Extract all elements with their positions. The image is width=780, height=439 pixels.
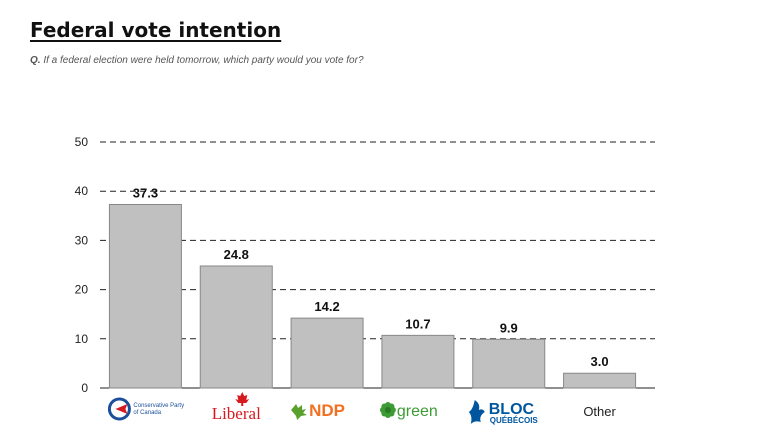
question-label: Q. bbox=[30, 55, 41, 66]
data-label: 14.2 bbox=[314, 299, 339, 314]
ndp-leaf-icon bbox=[291, 404, 308, 420]
other-label: Other bbox=[583, 404, 616, 419]
bar-4 bbox=[472, 338, 546, 389]
category-label-0: Conservative Party of Canada bbox=[107, 397, 184, 421]
ndp-label: NDP bbox=[309, 401, 345, 420]
page-title: Federal vote intention bbox=[30, 18, 282, 42]
bar-3 bbox=[381, 334, 455, 389]
category-label-1: Liberal bbox=[212, 392, 261, 423]
green-flower-icon bbox=[379, 402, 396, 418]
data-label: 10.7 bbox=[405, 316, 430, 331]
category-label-3: green bbox=[379, 402, 438, 420]
y-tick-label: 40 bbox=[75, 184, 89, 198]
data-label: 3.0 bbox=[591, 354, 609, 369]
conservative-label: Conservative Party of Canada bbox=[133, 403, 184, 416]
question-subtitle: Q. If a federal election were held tomor… bbox=[30, 55, 364, 66]
green-center bbox=[384, 407, 391, 413]
category-label-2: NDP bbox=[291, 401, 345, 420]
bloc-sublabel: QUÉBÉCOIS bbox=[490, 416, 539, 425]
bloc-label: BLOC bbox=[489, 401, 535, 418]
conservative-label-line: of Canada bbox=[133, 410, 161, 416]
conservative-c-shape bbox=[107, 397, 131, 421]
data-label: 24.8 bbox=[224, 247, 249, 262]
bar-2 bbox=[290, 317, 364, 389]
conservative-leaf-shape bbox=[115, 404, 128, 414]
y-tick-label: 50 bbox=[75, 135, 89, 149]
y-tick-label: 30 bbox=[75, 233, 89, 247]
category-label-5: Other bbox=[583, 404, 616, 419]
y-tick-label: 10 bbox=[75, 332, 89, 346]
bar-1 bbox=[199, 265, 273, 389]
green-label: green bbox=[397, 403, 438, 420]
liberal-label: Liberal bbox=[212, 404, 261, 423]
bar-0 bbox=[108, 203, 182, 389]
data-label: 37.3 bbox=[133, 185, 158, 200]
y-tick-label: 20 bbox=[75, 283, 89, 297]
bloc-fleur-icon bbox=[468, 400, 485, 424]
question-text: If a federal election were held tomorrow… bbox=[43, 55, 364, 66]
bar-5 bbox=[563, 372, 637, 389]
data-label: 9.9 bbox=[500, 320, 518, 335]
conservative-logo-icon bbox=[107, 397, 131, 421]
conservative-label-line: Conservative Party bbox=[133, 403, 184, 409]
maple-leaf-icon bbox=[235, 392, 250, 406]
y-tick-label: 0 bbox=[81, 381, 88, 395]
